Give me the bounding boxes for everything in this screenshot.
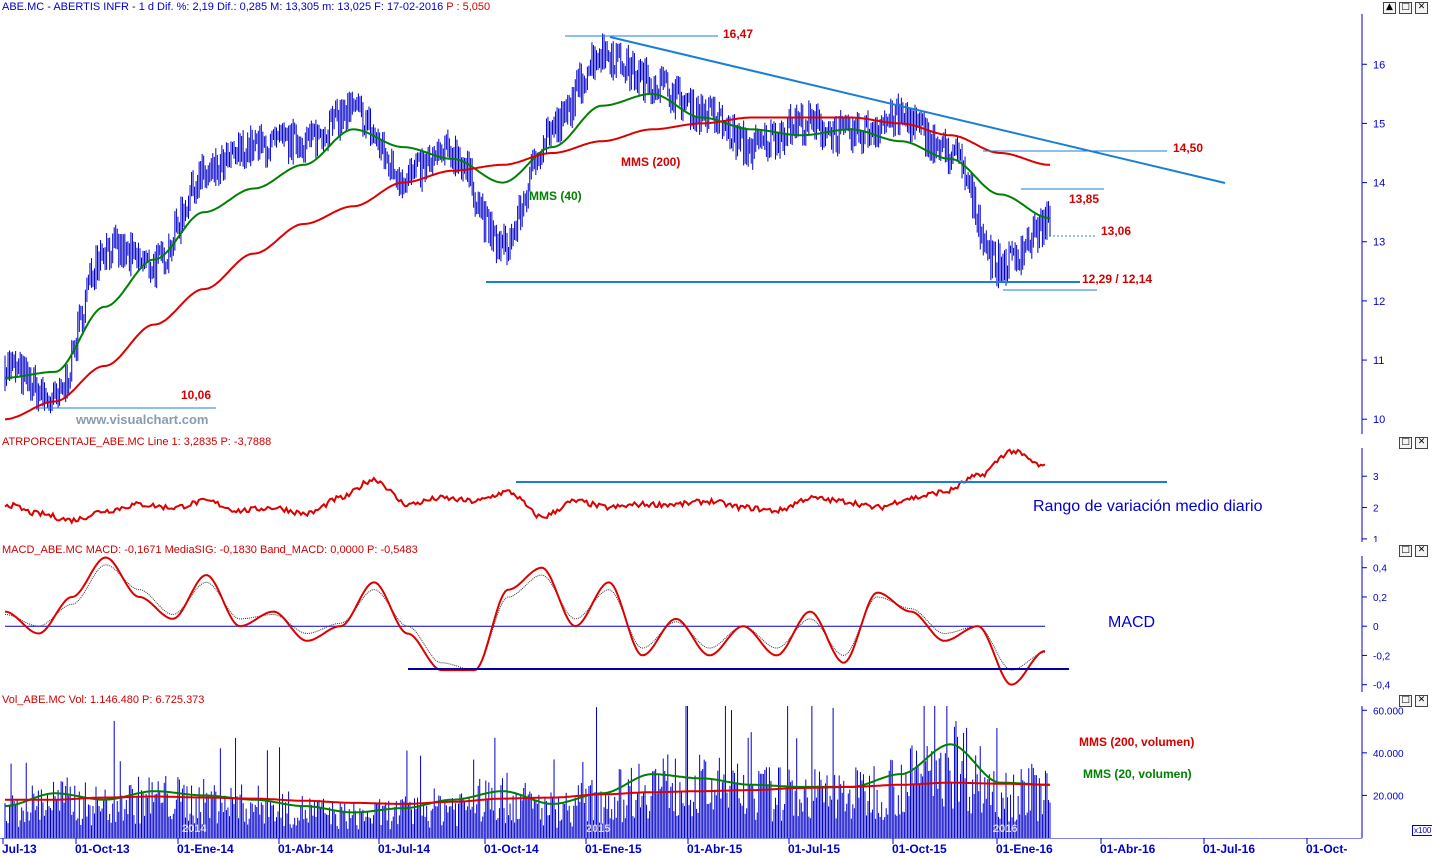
macd-y-tick-label: 0	[1373, 622, 1379, 633]
x-tick-label: 01-Abr-15	[687, 842, 743, 856]
x-tick-label: 01-Abr-16	[1100, 842, 1156, 856]
x-tick-label: 01-Abr-14	[278, 842, 334, 856]
macd-label: MACD	[1108, 614, 1156, 631]
x-tick-label: Jul-13	[2, 842, 37, 856]
price-header-text: ABE.MC - ABERTIS INFR - 1 d Dif. %: 2,19…	[2, 1, 447, 13]
atr-y-tick-label: 1	[1373, 535, 1379, 542]
atr-y-tick-label: 3	[1373, 472, 1379, 483]
atr-window-buttons: □ ✕	[1399, 437, 1428, 449]
x-tick-label: 01-Oct-	[1306, 842, 1347, 856]
price-y-tick-label: 14	[1373, 178, 1385, 190]
mms200-line	[5, 116, 1050, 421]
annotation-mms40: MMS (40)	[529, 189, 582, 203]
macd-y-tick-label: 0,4	[1373, 564, 1387, 575]
volume-panel: Vol_ABE.MC Vol: 1.146.480 P: 6.725.373 □…	[0, 692, 1432, 838]
volume-y-tick-label: 60.000	[1373, 706, 1404, 717]
year-mark: 2014	[182, 823, 207, 835]
volume-y-tick-label: 20.000	[1373, 791, 1404, 802]
volume-scale-badge: x100	[1412, 825, 1432, 836]
x-tick-label: 01-Oct-14	[484, 842, 539, 856]
macd-window-buttons: □ ✕	[1399, 545, 1428, 557]
price-header: ABE.MC - ABERTIS INFR - 1 d Dif. %: 2,19…	[2, 1, 490, 13]
price-panel: ABE.MC - ABERTIS INFR - 1 d Dif. %: 2,19…	[2, 1, 1428, 434]
atr-label: Rango de variación medio diario	[1033, 498, 1263, 515]
atr-header: ATRPORCENTAJE_ABE.MC Line 1: 3,2835 P: -…	[2, 436, 272, 448]
x-tick-label: 01-Oct-15	[892, 842, 947, 856]
macd-header: MACD_ABE.MC MACD: -0,1671 MediaSIG: -0,1…	[2, 544, 418, 556]
year-mark: 2016	[993, 823, 1017, 835]
x-tick-label: 01-Ene-15	[585, 842, 642, 856]
year-mark: 2015	[586, 823, 610, 835]
annotation-mms200: MMS (200)	[621, 155, 681, 169]
price-bars	[4, 33, 1051, 414]
price-chart: 16 15 14 13 12 11 10	[4, 14, 1385, 434]
watermark: www.visualchart.com	[76, 412, 209, 427]
x-tick-label: 01-Jul-15	[788, 842, 840, 856]
x-axis: Jul-13 01-Oct-13 01-Ene-14 01-Abr-14 01-Jul-…	[0, 838, 1362, 856]
annotation-support: 12,29 / 12,14	[1082, 272, 1153, 286]
volume-mms200-line	[5, 781, 1050, 805]
x-tick-label: 01-Jul-14	[378, 842, 430, 856]
price-up-button[interactable]: ▲	[1383, 2, 1396, 14]
annotation-res3: 13,06	[1101, 224, 1132, 238]
macd-maximize-button[interactable]: □	[1399, 545, 1412, 557]
macd-line	[4, 556, 1046, 686]
macd-close-button[interactable]: ✕	[1415, 545, 1428, 557]
macd-y-tick-label: -0,4	[1373, 681, 1391, 692]
macd-y-tick-label: 0,2	[1373, 593, 1387, 604]
price-y-tick-label: 13	[1373, 237, 1385, 249]
price-y-tick-label: 10	[1373, 414, 1385, 426]
atr-panel: ATRPORCENTAJE_ABE.MC Line 1: 3,2835 P: -…	[0, 434, 1432, 542]
volume-y-tick-label: 40.000	[1373, 749, 1404, 760]
macd-signal-line	[4, 564, 1046, 671]
volume-mms200-label: MMS (200, volumen)	[1079, 735, 1195, 749]
atr-close-button[interactable]: ✕	[1415, 437, 1428, 449]
mms40-line	[5, 92, 1051, 379]
atr-chart: 3 2 1	[4, 448, 1379, 542]
price-window-buttons: ▲ □ ✕	[1383, 2, 1428, 14]
volume-mms20-label: MMS (20, volumen)	[1083, 767, 1192, 781]
atr-y-tick-label: 2	[1373, 504, 1379, 515]
macd-panel: MACD_ABE.MC MACD: -0,1671 MediaSIG: -0,1…	[0, 542, 1432, 692]
price-y-tick-label: 16	[1373, 59, 1385, 71]
annotation-low: 10,06	[181, 388, 212, 402]
price-y-tick-label: 11	[1373, 355, 1384, 367]
macd-y-tick-label: -0,2	[1373, 651, 1391, 662]
atr-maximize-button[interactable]: □	[1399, 437, 1412, 449]
volume-chart: 60.000 40.000 20.000 2014 2015 2016	[4, 706, 1404, 838]
x-tick-label: 01-Jul-16	[1203, 842, 1255, 856]
annotation-high: 16,47	[723, 27, 754, 41]
price-y-tick-label: 15	[1373, 118, 1385, 130]
x-tick-label: 01-Ene-14	[177, 842, 234, 856]
volume-header: Vol_ABE.MC Vol: 1.146.480 P: 6.725.373	[2, 694, 205, 706]
price-y-tick-label: 12	[1373, 296, 1385, 308]
volume-close-button[interactable]: ✕	[1415, 695, 1428, 707]
atr-line	[4, 448, 1046, 525]
volume-bars	[4, 706, 1051, 838]
volume-mms20-line	[4, 743, 1050, 814]
price-close-button[interactable]: ✕	[1415, 2, 1428, 14]
annotation-res1: 14,50	[1173, 141, 1204, 155]
volume-maximize-button[interactable]: □	[1399, 695, 1412, 707]
x-tick-label: 01-Oct-13	[75, 842, 130, 856]
trendline	[609, 36, 1226, 184]
price-maximize-button[interactable]: □	[1399, 2, 1412, 14]
annotation-res2: 13,85	[1069, 192, 1100, 206]
price-header-p: P : 5,050	[446, 1, 491, 13]
x-tick-label: 01-Ene-16	[996, 842, 1053, 856]
volume-window-buttons: □ ✕	[1399, 695, 1428, 707]
macd-chart: 0,4 0,2 0 -0,2 -0,4	[4, 556, 1391, 692]
